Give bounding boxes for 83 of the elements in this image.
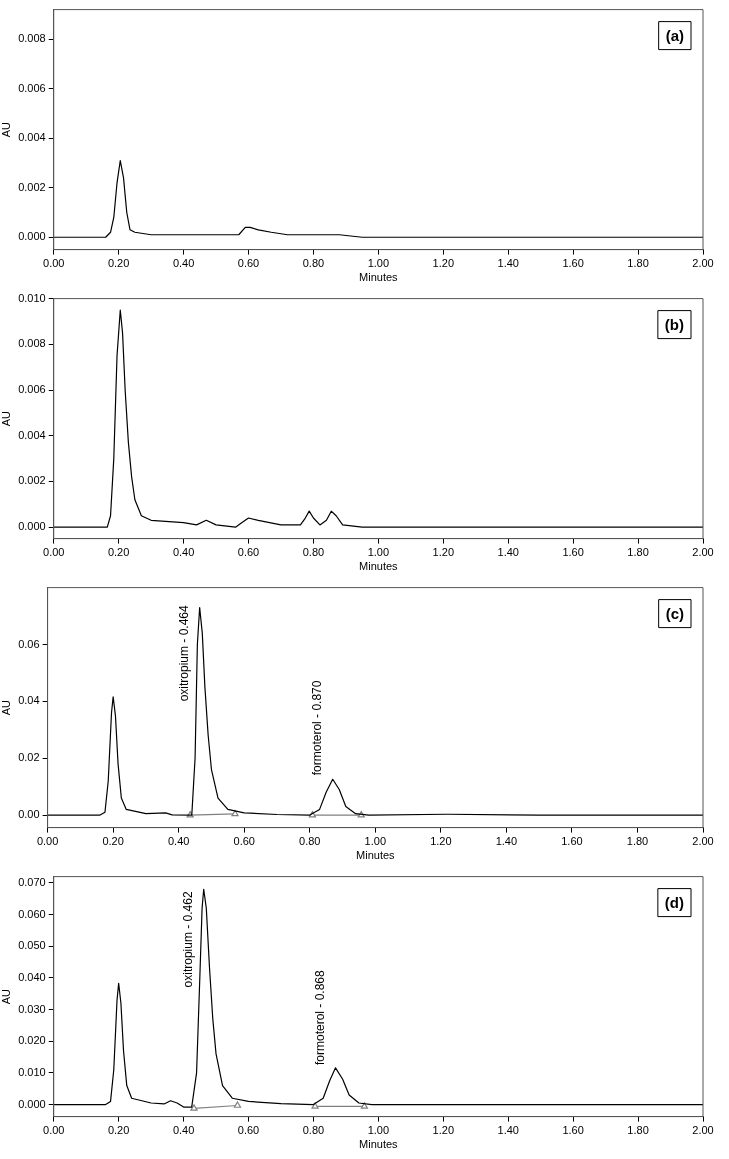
y-tick-label: 0.010 (18, 291, 46, 304)
y-tick-label: 0.008 (18, 32, 46, 45)
x-tick-label: 1.60 (562, 257, 584, 270)
y-tick-label: 0.004 (18, 428, 46, 441)
y-axis-title: AU (0, 699, 12, 716)
x-tick-label: 0.20 (102, 835, 124, 848)
y-tick-label: 0.004 (18, 131, 46, 144)
y-tick-label: 0.070 (18, 875, 46, 888)
x-tick-label: 0.00 (43, 1124, 65, 1137)
x-tick-label: 0.00 (43, 546, 65, 559)
x-tick-label: 0.80 (302, 1124, 325, 1137)
y-tick-label: 0.030 (18, 1002, 46, 1015)
x-tick-label: 1.00 (367, 1124, 390, 1137)
x-tick-label: 2.00 (692, 1124, 714, 1137)
x-tick-label: 1.40 (497, 257, 519, 270)
x-tick-label: 2.00 (692, 257, 714, 270)
x-tick-label: 0.80 (299, 835, 321, 848)
x-tick-label: 1.80 (627, 546, 649, 559)
x-axis-title: Minutes (359, 1138, 399, 1151)
y-tick-label: 0.006 (18, 81, 46, 94)
x-tick-label: 0.20 (107, 1124, 130, 1137)
y-tick-label: 0.000 (18, 230, 46, 243)
y-tick-label: 0.000 (18, 1097, 46, 1110)
x-tick-label: 1.80 (627, 1124, 649, 1137)
x-tick-label: 0.60 (233, 835, 255, 848)
x-axis-title: Minutes (359, 560, 399, 573)
annotation: oxitropium - 0.462 (181, 891, 196, 988)
annotation: formoterol - 0.870 (310, 680, 325, 776)
y-tick-label: 0.040 (18, 970, 46, 983)
x-tick-label: 1.20 (432, 257, 454, 270)
y-axis-title: AU (0, 121, 12, 138)
x-tick-label: 1.60 (562, 1124, 584, 1137)
x-tick-label: 1.00 (367, 257, 390, 270)
y-tick-label: 0.006 (18, 383, 46, 396)
y-tick-label: 0.008 (18, 337, 46, 350)
annotation: (a) (665, 26, 685, 44)
x-tick-label: 0.40 (172, 1124, 195, 1137)
annotation: formoterol - 0.868 (312, 969, 327, 1065)
x-tick-label: 1.40 (497, 1124, 519, 1137)
x-tick-label: 2.00 (692, 835, 714, 848)
x-tick-label: 1.40 (497, 546, 519, 559)
x-tick-label: 0.60 (237, 546, 260, 559)
x-axis-title: Minutes (359, 271, 399, 284)
annotation: (c) (665, 604, 685, 622)
x-tick-label: 1.00 (367, 546, 390, 559)
x-tick-label: 1.80 (627, 257, 649, 270)
y-tick-label: 0.010 (18, 1065, 46, 1078)
annotation: (d) (664, 893, 684, 911)
x-tick-label: 1.00 (364, 835, 387, 848)
y-tick-label: 0.02 (18, 751, 40, 764)
y-tick-label: 0.060 (18, 907, 46, 920)
x-tick-label: 0.40 (167, 835, 190, 848)
y-axis-title: AU (0, 410, 12, 427)
x-tick-label: 1.40 (495, 835, 518, 848)
x-tick-label: 1.20 (432, 1124, 454, 1137)
x-tick-label: 0.80 (302, 546, 325, 559)
y-tick-label: 0.050 (18, 939, 46, 952)
y-tick-label: 0.00 (18, 808, 40, 821)
x-tick-label: 1.20 (432, 546, 454, 559)
annotation: oxitropium - 0.464 (176, 604, 191, 702)
annotation: (b) (664, 315, 684, 333)
x-tick-label: 0.60 (237, 257, 260, 270)
y-tick-label: 0.06 (18, 637, 40, 650)
x-tick-label: 0.00 (36, 835, 59, 848)
x-tick-label: 2.00 (692, 546, 714, 559)
x-tick-label: 1.60 (561, 835, 583, 848)
x-tick-label: 1.60 (562, 546, 584, 559)
y-axis-title: AU (0, 988, 12, 1005)
x-tick-label: 1.80 (626, 835, 649, 848)
y-tick-label: 0.04 (18, 694, 40, 707)
x-tick-label: 0.40 (172, 257, 195, 270)
x-tick-label: 1.20 (430, 835, 452, 848)
x-tick-label: 0.40 (172, 546, 195, 559)
x-tick-label: 0.20 (107, 546, 130, 559)
x-tick-label: 0.60 (237, 1124, 260, 1137)
x-axis-title: Minutes (356, 849, 396, 862)
x-tick-label: 0.20 (107, 257, 130, 270)
x-tick-label: 0.00 (43, 257, 65, 270)
y-tick-label: 0.002 (18, 180, 46, 193)
y-tick-label: 0.020 (18, 1034, 46, 1047)
y-tick-label: 0.002 (18, 474, 46, 487)
x-tick-label: 0.80 (302, 257, 325, 270)
y-tick-label: 0.000 (18, 520, 46, 533)
